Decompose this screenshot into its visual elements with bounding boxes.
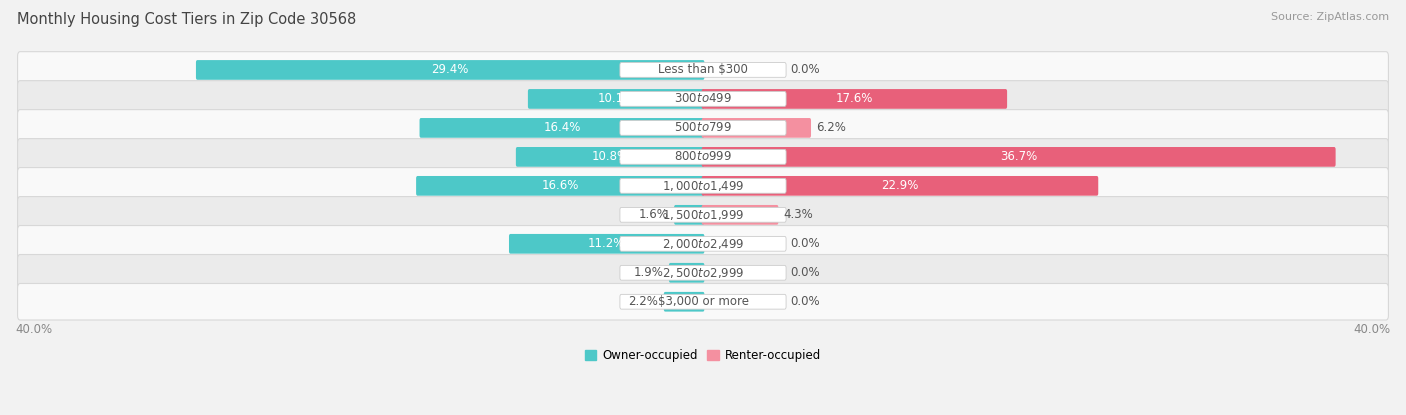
Text: $300 to $499: $300 to $499 (673, 93, 733, 105)
FancyBboxPatch shape (516, 147, 704, 167)
Text: $2,000 to $2,499: $2,000 to $2,499 (662, 237, 744, 251)
FancyBboxPatch shape (18, 225, 1388, 262)
FancyBboxPatch shape (527, 89, 704, 109)
Text: 10.8%: 10.8% (592, 150, 628, 164)
Text: 10.1%: 10.1% (598, 93, 634, 105)
FancyBboxPatch shape (195, 60, 704, 80)
FancyBboxPatch shape (620, 265, 786, 280)
FancyBboxPatch shape (702, 147, 1336, 167)
FancyBboxPatch shape (620, 120, 786, 135)
Text: 2.2%: 2.2% (628, 295, 658, 308)
Legend: Owner-occupied, Renter-occupied: Owner-occupied, Renter-occupied (579, 345, 827, 367)
Text: 0.0%: 0.0% (790, 237, 820, 250)
FancyBboxPatch shape (702, 89, 1007, 109)
Text: 40.0%: 40.0% (15, 322, 52, 336)
Text: Less than $300: Less than $300 (658, 63, 748, 76)
FancyBboxPatch shape (620, 294, 786, 309)
FancyBboxPatch shape (669, 263, 704, 283)
FancyBboxPatch shape (18, 254, 1388, 291)
FancyBboxPatch shape (509, 234, 704, 254)
Text: 0.0%: 0.0% (790, 63, 820, 76)
FancyBboxPatch shape (620, 63, 786, 77)
Text: $1,500 to $1,999: $1,500 to $1,999 (662, 208, 744, 222)
Text: 11.2%: 11.2% (588, 237, 626, 250)
FancyBboxPatch shape (18, 139, 1388, 175)
Text: $3,000 or more: $3,000 or more (658, 295, 748, 308)
Text: 17.6%: 17.6% (835, 93, 873, 105)
Text: Source: ZipAtlas.com: Source: ZipAtlas.com (1271, 12, 1389, 22)
FancyBboxPatch shape (620, 178, 786, 193)
Text: 40.0%: 40.0% (1354, 322, 1391, 336)
Text: 16.6%: 16.6% (541, 179, 579, 192)
Text: 1.6%: 1.6% (638, 208, 669, 221)
FancyBboxPatch shape (18, 110, 1388, 146)
FancyBboxPatch shape (419, 118, 704, 138)
Text: 6.2%: 6.2% (817, 121, 846, 134)
Text: 36.7%: 36.7% (1000, 150, 1038, 164)
FancyBboxPatch shape (620, 92, 786, 106)
Text: 16.4%: 16.4% (543, 121, 581, 134)
FancyBboxPatch shape (620, 237, 786, 251)
FancyBboxPatch shape (18, 81, 1388, 117)
FancyBboxPatch shape (664, 292, 704, 312)
FancyBboxPatch shape (702, 205, 779, 225)
FancyBboxPatch shape (416, 176, 704, 196)
Text: $800 to $999: $800 to $999 (673, 150, 733, 164)
FancyBboxPatch shape (18, 283, 1388, 320)
FancyBboxPatch shape (620, 149, 786, 164)
Text: 22.9%: 22.9% (882, 179, 918, 192)
Text: 29.4%: 29.4% (432, 63, 468, 76)
FancyBboxPatch shape (673, 205, 704, 225)
Text: 4.3%: 4.3% (783, 208, 814, 221)
Text: 0.0%: 0.0% (790, 295, 820, 308)
Text: Monthly Housing Cost Tiers in Zip Code 30568: Monthly Housing Cost Tiers in Zip Code 3… (17, 12, 356, 27)
FancyBboxPatch shape (702, 118, 811, 138)
Text: $2,500 to $2,999: $2,500 to $2,999 (662, 266, 744, 280)
Text: 0.0%: 0.0% (790, 266, 820, 279)
Text: 1.9%: 1.9% (634, 266, 664, 279)
Text: $500 to $799: $500 to $799 (673, 121, 733, 134)
FancyBboxPatch shape (18, 168, 1388, 204)
FancyBboxPatch shape (18, 52, 1388, 88)
FancyBboxPatch shape (702, 176, 1098, 196)
Text: $1,000 to $1,499: $1,000 to $1,499 (662, 179, 744, 193)
FancyBboxPatch shape (18, 197, 1388, 233)
FancyBboxPatch shape (620, 208, 786, 222)
